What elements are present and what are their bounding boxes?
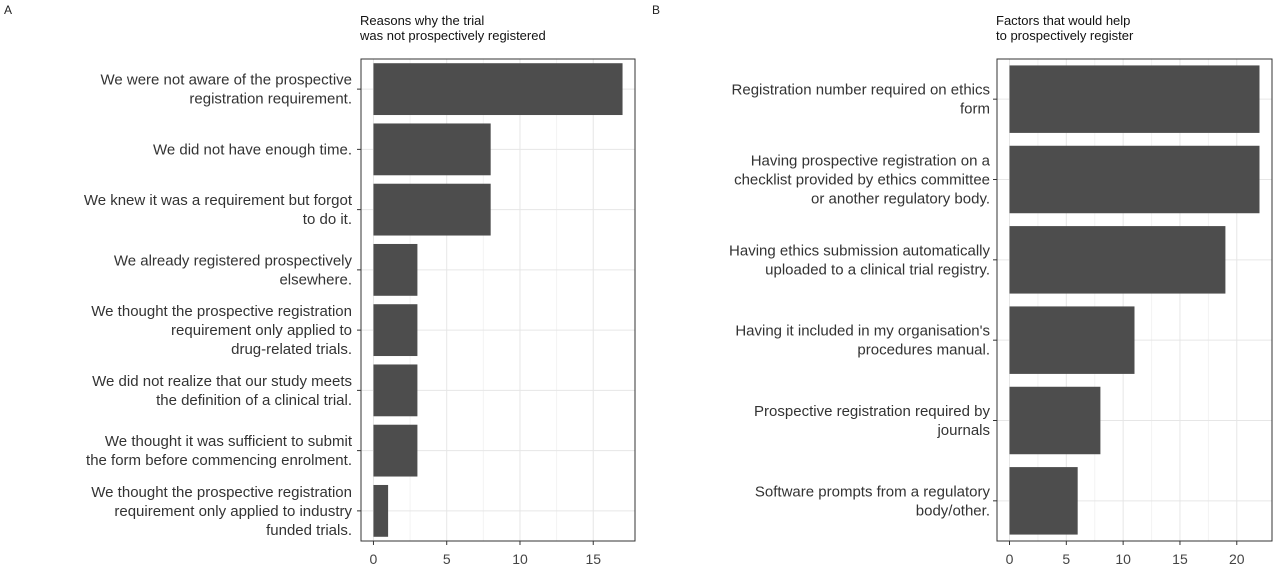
category-label: We did not realize that our study meets t… — [92, 373, 352, 409]
category-label-line: elsewhere. — [279, 271, 352, 288]
category-label: We thought the prospective registration r… — [91, 303, 352, 358]
bar — [373, 484, 389, 537]
category-label: We knew it was a requirement but forgot t… — [84, 192, 353, 228]
category-label-line: journals — [936, 422, 990, 439]
x-tick-label: 5 — [1062, 551, 1070, 567]
x-tick-label: 0 — [370, 551, 378, 567]
category-label-line: to do it. — [303, 211, 352, 228]
category-label: We already registered prospectively elsew… — [114, 252, 353, 288]
bar — [1009, 65, 1260, 133]
chart-title-line: Reasons why the trial — [360, 13, 484, 28]
category-label-line: We did not have enough time. — [153, 141, 352, 158]
x-tick-label: 10 — [512, 551, 528, 567]
category-label-line: form — [960, 101, 990, 118]
category-label-line: We thought the prospective registration — [91, 484, 352, 501]
bar — [373, 63, 623, 116]
plot-frame — [360, 58, 636, 542]
category-label-line: or another regulatory body. — [811, 191, 990, 208]
bar — [1009, 467, 1078, 535]
category-label-line: the form before commencing enrolment. — [86, 452, 352, 469]
x-tick-label: 0 — [1006, 551, 1014, 567]
bar — [373, 123, 491, 176]
chart-title-line: to prospectively register — [996, 28, 1134, 43]
category-label-line: Software prompts from a regulatory — [755, 483, 991, 500]
category-label-line: body/other. — [916, 502, 990, 519]
panel-letter: A — [4, 3, 12, 17]
bar — [1009, 226, 1226, 294]
x-tick-label: 10 — [1115, 551, 1131, 567]
category-label: Having it included in my organisation's p… — [735, 323, 990, 359]
category-label-line: drug-related trials. — [231, 341, 352, 358]
bar — [1009, 306, 1135, 374]
bar — [373, 364, 418, 417]
chart-title: Reasons why the trial was not prospective… — [359, 13, 546, 43]
category-label-line: We knew it was a requirement but forgot — [84, 192, 353, 209]
category-label-line: the definition of a clinical trial. — [156, 392, 352, 409]
category-label: We thought the prospective registration r… — [91, 484, 352, 539]
category-label: We did not have enough time. — [153, 141, 352, 158]
category-label-line: Registration number required on ethics — [732, 82, 990, 99]
category-label: Registration number required on ethics fo… — [732, 82, 990, 118]
category-label: Having ethics submission automatically up… — [729, 242, 990, 278]
chart-panel-a: A Reasons why the trial was not prospectiv… — [4, 3, 636, 567]
category-label-line: procedures manual. — [857, 342, 990, 359]
category-label: We were not aware of the prospective regi… — [100, 72, 352, 108]
category-label-line: We already registered prospectively — [114, 252, 353, 269]
chart-title: Factors that would help to prospectively … — [996, 13, 1134, 43]
category-label-line: Prospective registration required by — [754, 403, 990, 420]
bar — [373, 304, 418, 357]
category-label: We thought it was sufficient to submit th… — [86, 433, 353, 469]
category-label-line: Having it included in my organisation's — [735, 323, 990, 340]
category-label: Prospective registration required by jour… — [754, 403, 990, 439]
panel-letter: B — [652, 3, 660, 17]
x-tick-label: 5 — [443, 551, 451, 567]
category-label-line: uploaded to a clinical trial registry. — [765, 261, 990, 278]
x-tick-label: 20 — [1229, 551, 1245, 567]
bar — [373, 424, 418, 477]
x-tick-label: 15 — [585, 551, 601, 567]
category-label-line: We thought it was sufficient to submit — [105, 433, 353, 450]
plot-frame — [996, 58, 1273, 542]
category-label-line: registration requirement. — [189, 91, 352, 108]
category-label-line: requirement only applied to industry — [114, 503, 352, 520]
x-tick-label: 15 — [1172, 551, 1188, 567]
chart-title-line: was not prospectively registered — [359, 28, 546, 43]
category-label: Having prospective registration on a chec… — [734, 153, 991, 208]
category-label-line: funded trials. — [266, 522, 352, 539]
bar — [373, 243, 418, 296]
bar — [1009, 386, 1101, 455]
bar — [1009, 145, 1260, 214]
category-label-line: Having prospective registration on a — [751, 153, 991, 170]
chart-title-line: Factors that would help — [996, 13, 1130, 28]
category-label-line: We did not realize that our study meets — [92, 373, 352, 390]
category-label: Software prompts from a regulatory body/o… — [755, 483, 991, 519]
category-label-line: We thought the prospective registration — [91, 303, 352, 320]
bar — [373, 183, 491, 236]
category-label-line: requirement only applied to — [171, 322, 352, 339]
chart-panel-b: B Factors that would help to prospectively… — [652, 3, 1273, 567]
category-label-line: checklist provided by ethics committee — [734, 172, 990, 189]
category-label-line: We were not aware of the prospective — [100, 72, 352, 89]
category-label-line: Having ethics submission automatically — [729, 242, 990, 259]
